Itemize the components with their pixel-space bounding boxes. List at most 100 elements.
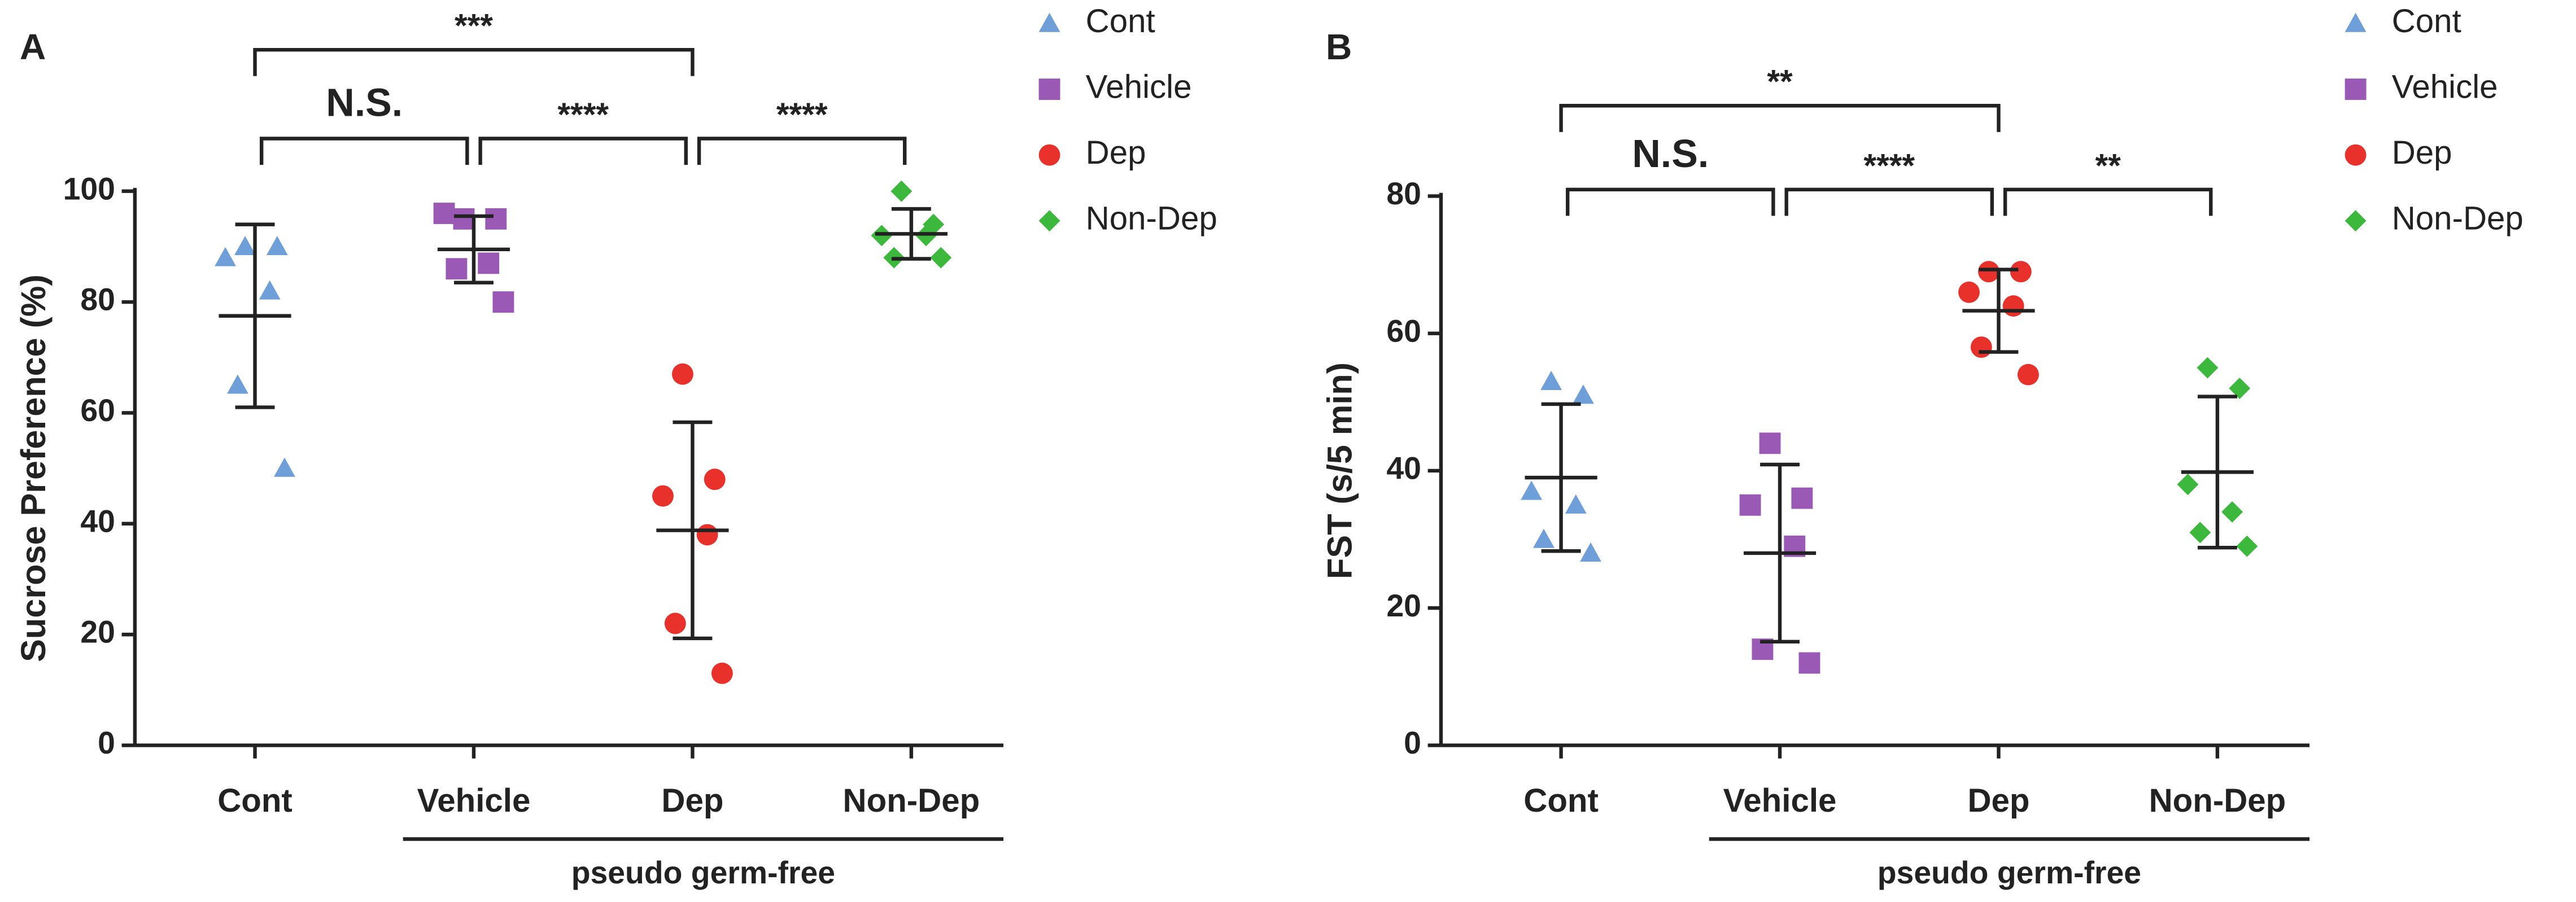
marker bbox=[1038, 78, 1060, 100]
y-tick-label: 60 bbox=[1386, 313, 1421, 348]
marker bbox=[485, 208, 507, 230]
marker bbox=[453, 208, 475, 230]
marker bbox=[1759, 432, 1781, 454]
x-tick-label: Vehicle bbox=[417, 782, 531, 819]
error-bar bbox=[1760, 462, 1800, 644]
error-bar bbox=[891, 207, 931, 261]
y-tick-label: 0 bbox=[1404, 725, 1421, 760]
x-tick-label: Dep bbox=[1967, 782, 2029, 819]
marker bbox=[2002, 295, 2024, 317]
marker bbox=[234, 235, 256, 256]
marker bbox=[227, 374, 248, 394]
error-bar bbox=[2197, 395, 2237, 550]
marker bbox=[1038, 12, 1060, 32]
marker bbox=[1038, 144, 1060, 166]
marker bbox=[1791, 487, 1813, 509]
significance-label: N.S. bbox=[326, 81, 403, 125]
marker bbox=[2221, 501, 2243, 523]
x-tick-label: Cont bbox=[217, 782, 292, 819]
marker bbox=[1978, 261, 1999, 283]
marker bbox=[1565, 494, 1587, 514]
marker bbox=[478, 252, 500, 274]
marker bbox=[1038, 210, 1060, 232]
x-tick-label: Vehicle bbox=[1723, 782, 1837, 819]
error-bar bbox=[235, 222, 275, 409]
y-tick-label: 20 bbox=[80, 615, 115, 650]
marker bbox=[446, 258, 468, 280]
x-tick-label: Cont bbox=[1523, 782, 1599, 819]
legend-label: Dep bbox=[1086, 134, 1146, 171]
marker bbox=[1572, 384, 1594, 404]
y-axis-label: Sucrose Preference (%) bbox=[14, 274, 53, 662]
marker bbox=[492, 291, 514, 313]
marker bbox=[2236, 535, 2258, 557]
marker bbox=[1739, 494, 1761, 516]
marker bbox=[672, 363, 693, 385]
marker bbox=[2344, 78, 2367, 100]
panel-label: A bbox=[20, 27, 46, 67]
marker bbox=[266, 235, 288, 256]
legend-label: Non-Dep bbox=[2392, 200, 2523, 237]
significance-bracket bbox=[1784, 187, 1994, 216]
significance-label: N.S. bbox=[1632, 132, 1709, 176]
legend-label: Vehicle bbox=[2392, 68, 2498, 105]
marker bbox=[2010, 261, 2032, 283]
y-tick-label: 40 bbox=[1386, 451, 1421, 486]
marker bbox=[652, 485, 674, 507]
legend-label: Cont bbox=[2392, 3, 2461, 40]
significance-bracket bbox=[697, 137, 907, 165]
error-bar bbox=[454, 214, 494, 284]
significance-bracket bbox=[1566, 187, 1775, 216]
group-label: pseudo germ-free bbox=[1878, 855, 2141, 890]
marker bbox=[2177, 474, 2199, 496]
y-axis-label: FST (s/5 min) bbox=[1320, 362, 1359, 579]
significance-label: **** bbox=[776, 97, 828, 133]
marker bbox=[1580, 542, 1601, 562]
legend-label: Non-Dep bbox=[1086, 200, 1217, 237]
marker bbox=[890, 180, 912, 202]
y-tick-label: 100 bbox=[63, 171, 115, 206]
y-tick-label: 80 bbox=[80, 282, 115, 317]
significance-label: ** bbox=[1767, 64, 1793, 100]
marker bbox=[930, 247, 952, 269]
x-tick-label: Non-Dep bbox=[843, 782, 980, 819]
x-tick-label: Dep bbox=[661, 782, 723, 819]
error-bar bbox=[1979, 268, 2019, 354]
y-tick-label: 20 bbox=[1386, 588, 1421, 623]
marker bbox=[1540, 370, 1562, 390]
error-bar bbox=[673, 420, 713, 641]
y-tick-label: 0 bbox=[98, 725, 115, 760]
significance-bracket bbox=[259, 137, 469, 165]
significance-label: *** bbox=[455, 8, 493, 45]
marker bbox=[2197, 357, 2219, 379]
marker bbox=[2344, 12, 2367, 32]
error-bar bbox=[1541, 402, 1581, 553]
marker bbox=[664, 612, 686, 634]
significance-label: **** bbox=[557, 97, 609, 133]
x-tick-label: Non-Dep bbox=[2149, 782, 2286, 819]
significance-bracket bbox=[1559, 104, 2001, 132]
marker bbox=[259, 280, 281, 300]
significance-bracket bbox=[478, 137, 688, 165]
marker bbox=[704, 468, 726, 491]
significance-bracket bbox=[253, 47, 695, 76]
marker bbox=[1958, 281, 1980, 303]
group-label: pseudo germ-free bbox=[571, 855, 835, 890]
marker bbox=[274, 457, 295, 477]
significance-label: **** bbox=[1863, 147, 1915, 184]
marker bbox=[2344, 210, 2367, 232]
significance-bracket bbox=[2003, 187, 2213, 216]
marker bbox=[2189, 522, 2211, 544]
y-tick-label: 80 bbox=[1386, 176, 1421, 211]
panel-label: B bbox=[1326, 27, 1352, 67]
marker bbox=[696, 524, 718, 546]
legend-label: Dep bbox=[2392, 134, 2452, 171]
y-tick-label: 40 bbox=[80, 503, 115, 538]
marker bbox=[2344, 144, 2367, 166]
marker bbox=[215, 247, 237, 266]
marker bbox=[1798, 652, 1820, 674]
marker bbox=[1521, 480, 1543, 500]
legend-label: Vehicle bbox=[1086, 68, 1192, 105]
